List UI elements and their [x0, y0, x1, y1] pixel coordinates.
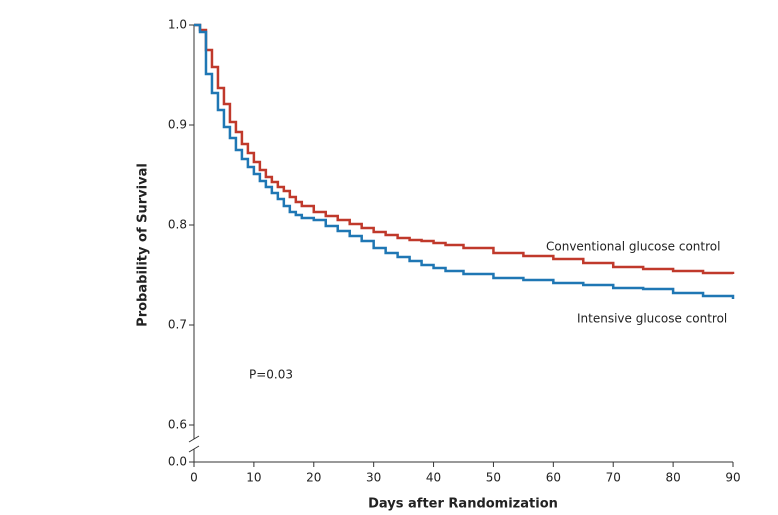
- y-axis-title: Probability of Survival: [136, 163, 151, 327]
- annotation: P=0.03: [249, 368, 293, 382]
- y-tick-label: 0.6: [168, 418, 187, 432]
- axis-break: [188, 435, 200, 453]
- x-tick-label: 40: [426, 471, 441, 485]
- y-tick-label: 0.7: [168, 318, 187, 332]
- x-tick-label: 10: [246, 471, 261, 485]
- survival-curve: [194, 23, 735, 275]
- annotation: Intensive glucose control: [577, 312, 727, 326]
- x-axis-title: Days after Randomization: [368, 497, 558, 512]
- x-tick-label: 50: [486, 471, 501, 485]
- x-tick-label: 0: [190, 471, 198, 485]
- x-tick-label: 90: [725, 471, 740, 485]
- x-tick-label: 80: [665, 471, 680, 485]
- y-tick-label: 0.8: [168, 218, 187, 232]
- y-tick-label: 0.0: [168, 455, 187, 469]
- x-tick-label: 20: [306, 471, 321, 485]
- y-tick-label: 0.9: [168, 118, 187, 132]
- x-tick-label: 60: [546, 471, 561, 485]
- annotation: Conventional glucose control: [546, 240, 720, 254]
- x-tick-label: 30: [366, 471, 381, 485]
- survival-curve: [194, 23, 735, 299]
- y-tick-label: 1.0: [168, 18, 187, 32]
- x-tick-label: 70: [606, 471, 621, 485]
